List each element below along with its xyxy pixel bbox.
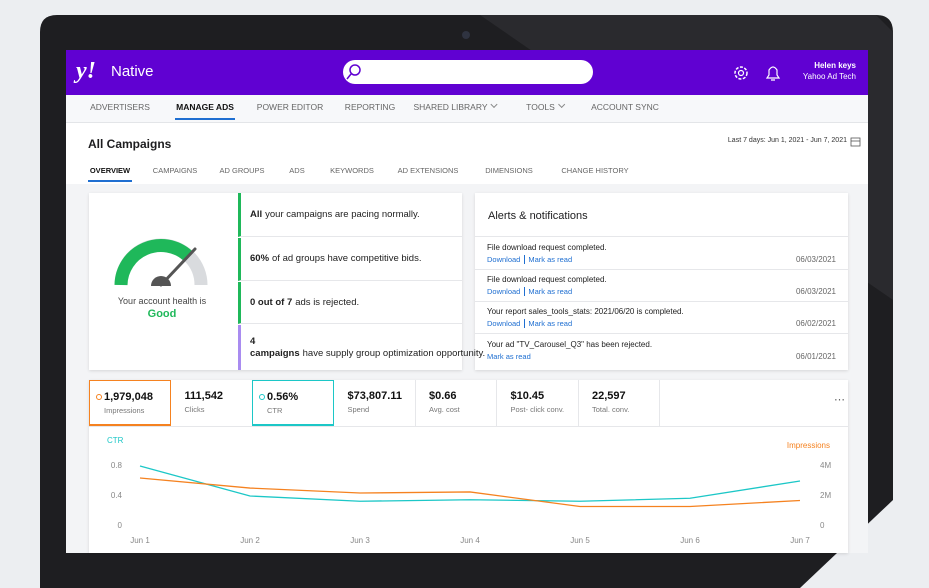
alert-date: 06/03/2021 — [795, 255, 836, 264]
dropdown-chevron — [557, 100, 565, 109]
tab[interactable]: CHANGE HISTORY — [561, 166, 629, 175]
alert-link[interactable]: Download — [487, 255, 521, 264]
alert-links: Download Mark as read — [487, 287, 573, 296]
tab[interactable]: AD EXTENSIONS — [397, 166, 459, 175]
divider — [475, 236, 848, 237]
health-bold: 0 out of 7 — [250, 296, 293, 308]
health-text: 0 out of 7 ads is rejected. — [250, 297, 359, 309]
health-item: 60% of ad groups have competitive bids. — [238, 238, 462, 281]
dropdown-chevron — [490, 100, 498, 109]
divider — [475, 269, 848, 270]
alert-links: Download Mark as read — [487, 255, 573, 264]
alert-link[interactable]: Mark as read — [524, 319, 573, 328]
page-header — [66, 123, 868, 184]
alert-date: 06/02/2021 — [795, 319, 836, 328]
health-text: 4 campaigns have supply group optimizatio… — [250, 336, 485, 360]
metric-label: Spend — [347, 405, 370, 414]
alert-link[interactable]: Download — [487, 287, 521, 296]
alert-message: File download request completed. — [487, 275, 607, 284]
metric[interactable]: 1,979,048 Impressions — [89, 380, 171, 426]
alert-message: Your ad "TV_Carousel_Q3" has been reject… — [487, 340, 653, 349]
tab[interactable]: CAMPAIGNS — [152, 166, 198, 175]
metric-label: Post- click conv. — [510, 405, 565, 414]
nav-item[interactable]: ADVERTISERS — [90, 102, 150, 112]
alert-date: 06/03/2021 — [795, 287, 836, 296]
alerts-title: Alerts & notifications — [488, 210, 588, 222]
user-name: Helen keys — [814, 61, 856, 70]
divider — [475, 301, 848, 302]
metric-label: Avg. cost — [429, 405, 460, 414]
metric[interactable]: 0.56% CTR — [252, 380, 334, 426]
search-box[interactable] — [343, 60, 593, 84]
logo-text: Native — [111, 63, 154, 80]
divider — [89, 426, 848, 427]
metric-label: CTR — [267, 406, 283, 415]
user-org: Yahoo Ad Tech — [802, 72, 856, 81]
alerts-card — [475, 193, 848, 370]
alert-link[interactable]: Mark as read — [524, 287, 573, 296]
metric-value: 1,979,048 — [104, 391, 153, 403]
logo-mark: y! — [76, 58, 96, 84]
nav-item[interactable]: SHARED LIBRARY — [413, 100, 498, 112]
health-rest: have supply group optimization opportuni… — [302, 347, 486, 359]
metric-value: $10.45 — [510, 390, 545, 402]
date-range[interactable]: Last 7 days: Jun 1, 2021 - Jun 7, 2021 — [727, 137, 847, 144]
alert-link[interactable]: Mark as read — [487, 352, 531, 361]
tab[interactable]: KEYWORDS — [330, 166, 374, 175]
alert-links: Mark as read — [487, 352, 531, 361]
metric-dot — [96, 394, 102, 400]
nav-item[interactable]: MANAGE ADS — [176, 102, 234, 112]
camera — [462, 31, 470, 39]
metric[interactable]: $73,807.11 Spend — [334, 380, 416, 426]
metric[interactable]: 111,542 Clicks — [171, 380, 253, 426]
nav-item[interactable]: ACCOUNT SYNC — [591, 102, 659, 112]
metric[interactable]: $0.66 Avg. cost — [415, 380, 497, 426]
alert-link[interactable]: Download — [487, 319, 521, 328]
health-rest: your campaigns are pacing normally. — [265, 208, 420, 220]
health-bold: All — [250, 208, 263, 220]
metric-value: 22,597 — [592, 390, 626, 402]
tab[interactable]: DIMENSIONS — [485, 166, 533, 175]
tab[interactable]: ADS — [289, 166, 305, 175]
metric[interactable]: $10.45 Post- click conv. — [497, 380, 579, 426]
metric-label: Clicks — [184, 405, 205, 414]
health-text: 60% of ad groups have competitive bids. — [250, 253, 421, 265]
metric-dot — [259, 394, 265, 400]
health-rest: ads is rejected. — [295, 296, 360, 308]
alert-links: Download Mark as read — [487, 319, 573, 328]
metric-label: Impressions — [104, 406, 145, 415]
metric-value: 0.56% — [267, 391, 299, 403]
health-item: 0 out of 7 ads is rejected. — [238, 282, 462, 324]
health-status: Good — [147, 308, 177, 320]
metric-value: $73,807.11 — [347, 390, 402, 402]
alert-message: File download request completed. — [487, 243, 607, 252]
health-label: Your account health is — [117, 296, 207, 306]
metric-value: 111,542 — [184, 390, 224, 402]
health-bold: 4 campaigns — [250, 335, 300, 359]
alert-link[interactable]: Mark as read — [524, 255, 573, 264]
alert-date: 06/01/2021 — [795, 352, 836, 361]
health-item: All your campaigns are pacing normally. — [238, 193, 462, 237]
tab[interactable]: OVERVIEW — [89, 166, 131, 175]
metric-label: Total. conv. — [592, 405, 630, 414]
metric[interactable]: 22,597 Total. conv. — [578, 380, 660, 426]
more-button[interactable]: ⋯ — [834, 394, 845, 406]
nav-item[interactable]: REPORTING — [344, 102, 396, 112]
health-rest: of ad groups have competitive bids. — [272, 253, 422, 264]
metric-value: $0.66 — [429, 390, 457, 402]
health-text: All your campaigns are pacing normally. — [250, 209, 420, 221]
tab-underline — [88, 180, 132, 182]
nav-underline — [175, 118, 235, 120]
health-bold: 60% — [250, 253, 270, 264]
divider — [475, 333, 848, 334]
alert-message: Your report sales_tools_stats: 2021/06/2… — [487, 307, 684, 316]
health-item: 4 campaigns have supply group optimizatio… — [238, 325, 485, 370]
nav-item[interactable]: TOOLS — [526, 100, 565, 112]
tab[interactable]: AD GROUPS — [219, 166, 265, 175]
page-title: All Campaigns — [88, 137, 172, 151]
nav-item[interactable]: POWER EDITOR — [256, 102, 324, 112]
